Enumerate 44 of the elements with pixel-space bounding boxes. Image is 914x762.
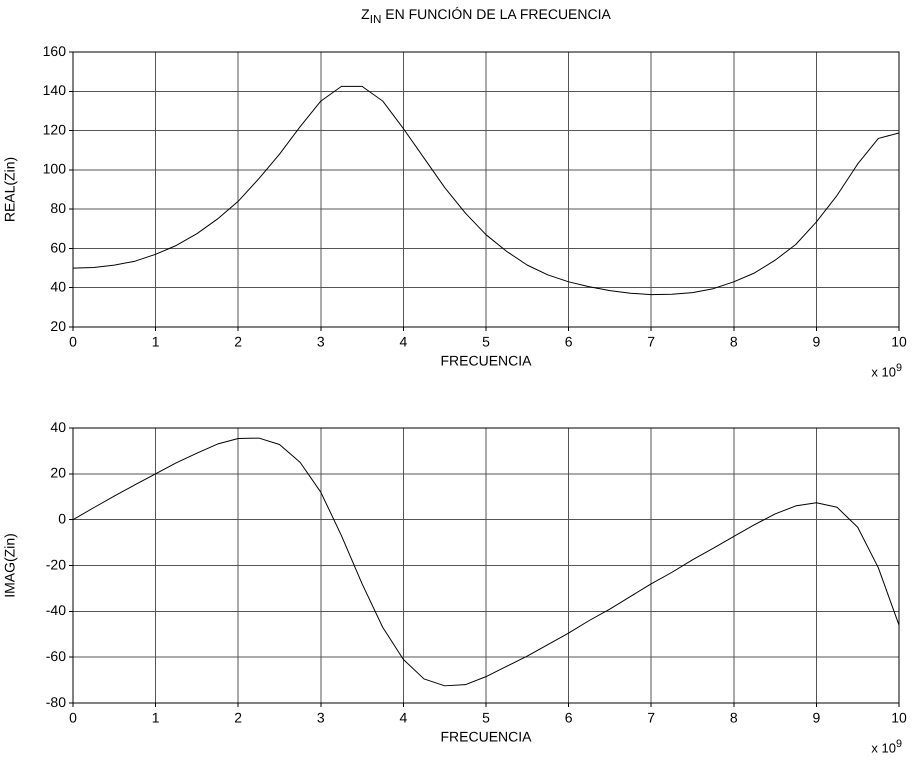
chart-title: Z$_{IN}$ EN FUNCIÓN DE LA FRECUENCIA <box>360 6 612 28</box>
y-tick-label: 120 <box>42 121 66 138</box>
y-tick-label: -20 <box>46 556 66 572</box>
y-tick-label: 0 <box>58 510 66 527</box>
x-tick-label: 6 <box>564 709 573 726</box>
text: x 10$^{9}$ <box>871 738 902 756</box>
x-tick-label: 7 <box>647 333 656 350</box>
y-tick-label: 20 <box>50 318 66 334</box>
y-tick-label: 80 <box>50 200 66 216</box>
y-axis-title: IMAG(Zin) <box>1 533 18 598</box>
x-tick-label: 0 <box>69 333 78 350</box>
x-tick-label: 9 <box>812 333 820 350</box>
x-tick-label: 7 <box>647 709 656 726</box>
y-tick-label: 40 <box>50 278 66 295</box>
x-tick-label: 6 <box>564 333 573 350</box>
x-tick-label: 1 <box>152 333 160 350</box>
y-tick-label: -40 <box>46 602 66 618</box>
x-tick-label: 8 <box>730 709 738 726</box>
x-tick-label: 4 <box>400 709 408 726</box>
y-tick-label: 20 <box>50 464 66 481</box>
y-tick-label: 60 <box>50 239 66 256</box>
x-tick-label: 10 <box>891 709 907 726</box>
y-tick-label: -60 <box>46 648 66 664</box>
x-tick-label: 3 <box>316 333 325 350</box>
x-tick-label: 2 <box>234 333 242 350</box>
x-tick-label: 5 <box>482 709 490 726</box>
x-tick-label: 9 <box>812 709 820 726</box>
y-tick-label: 100 <box>42 160 66 177</box>
x-axis-title: FRECUENCIA <box>440 728 532 744</box>
x-tick-label: 5 <box>482 333 490 350</box>
x-tick-label: 2 <box>234 709 242 726</box>
x-tick-label: 0 <box>69 709 78 726</box>
x-tick-label: 8 <box>730 333 738 350</box>
y-tick-label: 140 <box>42 82 66 98</box>
y-tick-label: -80 <box>46 694 66 710</box>
x-tick-label: 4 <box>400 333 408 350</box>
text: x 10$^{9}$ <box>871 362 902 380</box>
y-axis-title: REAL(Zin) <box>1 156 18 222</box>
x-tick-label: 3 <box>316 709 325 726</box>
x-tick-label: 10 <box>891 333 907 350</box>
y-tick-label: 160 <box>42 42 66 59</box>
x-axis-title: FRECUENCIA <box>440 352 532 368</box>
x-tick-label: 1 <box>152 709 160 726</box>
y-tick-label: 40 <box>50 418 66 435</box>
